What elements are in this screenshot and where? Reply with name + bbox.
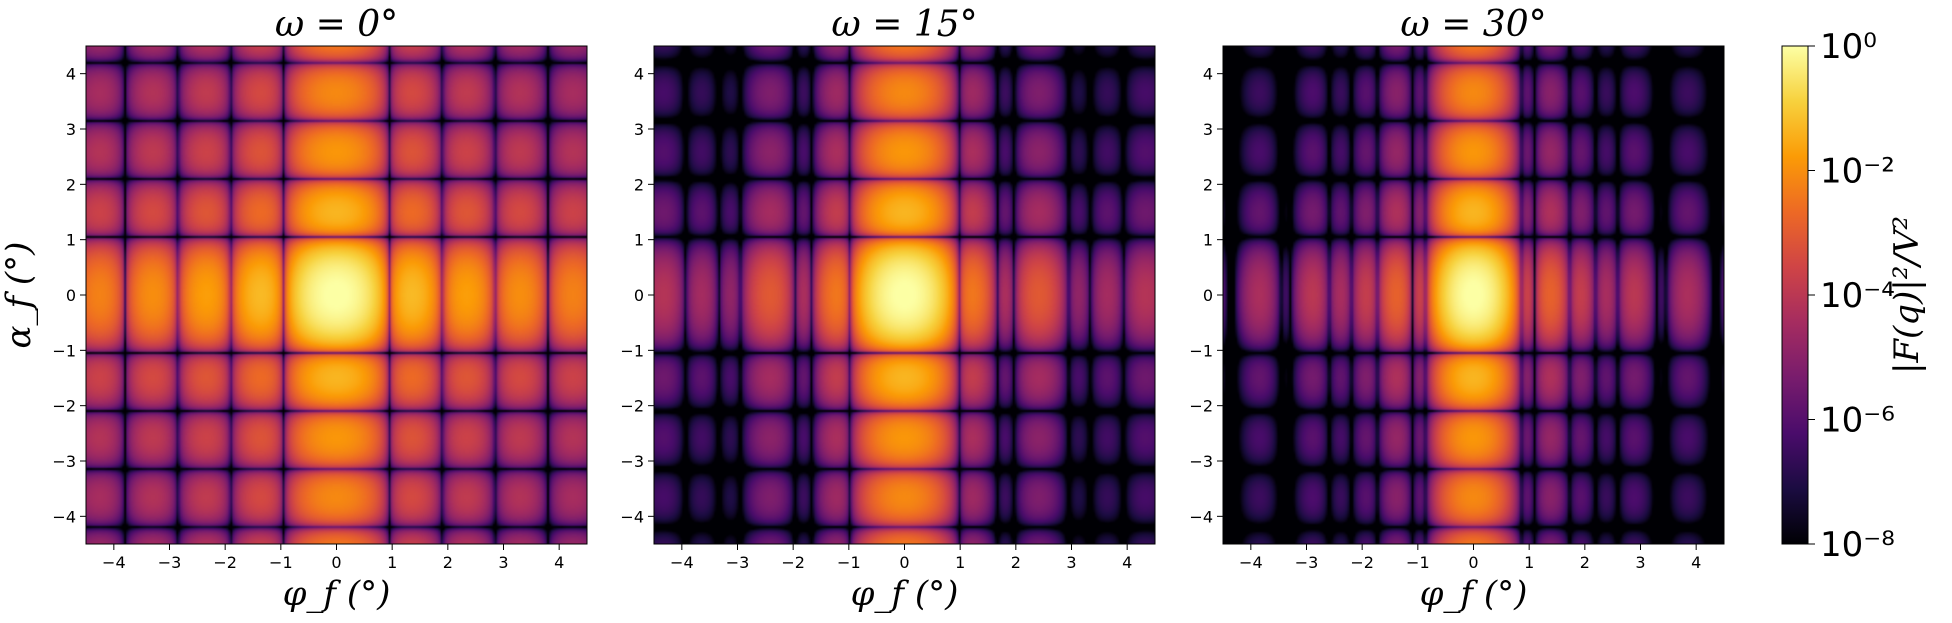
x-tick-label: −2 <box>781 553 805 572</box>
y-tick-label: −4 <box>620 507 644 526</box>
x-tick-label: 4 <box>554 553 564 572</box>
colorbar-gradient <box>1781 45 1809 545</box>
x-tick-label: 0 <box>899 553 909 572</box>
panel-title: ω = 0° <box>275 4 398 45</box>
y-tick-label: 1 <box>634 231 644 250</box>
x-tick-label: 2 <box>1580 553 1590 572</box>
x-tick-label: 1 <box>955 553 965 572</box>
colorbar-label: |F(q)|²/V² <box>1887 216 1927 374</box>
x-tick-label: −3 <box>1295 553 1319 572</box>
y-tick-label: 3 <box>634 120 644 139</box>
y-axis-label: α_f (°) <box>0 242 39 349</box>
x-axis-label: φ_f (°) <box>283 574 391 614</box>
heatmap-panel-1: −4 −3 −2 −1 0 1 2 3 4 −4 −3 −2 −1 0 1 2 3 4 ω = 15° φ_f (°) <box>620 4 1156 614</box>
y-tick-label: 2 <box>1203 175 1213 194</box>
y-tick-label: 0 <box>1203 286 1213 305</box>
x-tick-label: 3 <box>1066 553 1076 572</box>
x-tick-label: 0 <box>1468 553 1478 572</box>
colorbar: 10⁰ 10⁻² 10⁻⁴ 10⁻⁶ 10⁻⁸ |F(q)|²/V² <box>1781 27 1927 565</box>
y-tick-label: −3 <box>52 452 76 471</box>
y-tick-label: −2 <box>620 397 644 416</box>
y-tick-label: 2 <box>66 175 76 194</box>
y-tick-label: 0 <box>66 286 76 305</box>
y-tick-label: 3 <box>66 120 76 139</box>
y-tick-label: 0 <box>634 286 644 305</box>
y-tick-label: 4 <box>66 65 76 84</box>
panel-title: ω = 15° <box>831 4 977 45</box>
x-tick-label: −4 <box>1239 553 1263 572</box>
x-axis-label: φ_f (°) <box>851 574 959 614</box>
y-tick-label: −2 <box>52 397 76 416</box>
x-tick-label: −1 <box>1406 553 1430 572</box>
y-tick-label: 1 <box>1203 231 1213 250</box>
y-tick-label: −2 <box>1189 397 1213 416</box>
x-tick-label: −2 <box>1350 553 1374 572</box>
colorbar-tick-label: 10⁻⁸ <box>1820 525 1895 565</box>
x-tick-label: −4 <box>102 553 126 572</box>
x-tick-label: −1 <box>837 553 861 572</box>
heatmap-panel-0: −4 −3 −2 −1 0 1 2 3 4 −4 −3 −2 −1 0 1 2 3 4 ω = 0° φ_f (°) α… <box>0 4 588 614</box>
x-tick-label: 4 <box>1122 553 1132 572</box>
y-tick-label: −4 <box>1189 507 1213 526</box>
x-tick-label: −3 <box>158 553 182 572</box>
y-tick-label: −1 <box>1189 341 1213 360</box>
heatmap-image <box>86 46 587 544</box>
colorbar-tick-label: 10⁻² <box>1820 152 1895 192</box>
colorbar-tick-label: 10⁻⁴ <box>1820 276 1895 316</box>
x-tick-label: 1 <box>387 553 397 572</box>
y-tick-label: 2 <box>634 175 644 194</box>
x-tick-label: −2 <box>213 553 237 572</box>
y-tick-label: −3 <box>620 452 644 471</box>
y-tick-label: 1 <box>66 231 76 250</box>
y-tick-label: −1 <box>52 341 76 360</box>
x-tick-label: −1 <box>269 553 293 572</box>
x-tick-label: 4 <box>1691 553 1701 572</box>
colorbar-tick-label: 10⁻⁶ <box>1820 401 1895 441</box>
y-tick-label: 4 <box>1203 65 1213 84</box>
panel-title: ω = 30° <box>1400 4 1546 45</box>
x-tick-label: −4 <box>670 553 694 572</box>
y-tick-label: −4 <box>52 507 76 526</box>
x-tick-label: 2 <box>1011 553 1021 572</box>
x-tick-label: −3 <box>726 553 750 572</box>
heatmap-panel-2: −4 −3 −2 −1 0 1 2 3 4 −4 −3 −2 −1 0 1 2 3 4 ω = 30° φ_f (°) <box>1189 4 1725 614</box>
x-tick-label: 2 <box>443 553 453 572</box>
heatmap-image <box>1223 46 1724 544</box>
y-tick-label: 3 <box>1203 120 1213 139</box>
y-tick-label: 4 <box>634 65 644 84</box>
x-tick-label: 1 <box>1524 553 1534 572</box>
x-tick-label: 3 <box>1635 553 1645 572</box>
y-tick-label: −1 <box>620 341 644 360</box>
x-tick-label: 3 <box>498 553 508 572</box>
y-tick-label: −3 <box>1189 452 1213 471</box>
heatmap-image <box>654 46 1155 544</box>
x-axis-label: φ_f (°) <box>1420 574 1528 614</box>
colorbar-tick-label: 10⁰ <box>1820 27 1877 67</box>
x-tick-label: 0 <box>331 553 341 572</box>
